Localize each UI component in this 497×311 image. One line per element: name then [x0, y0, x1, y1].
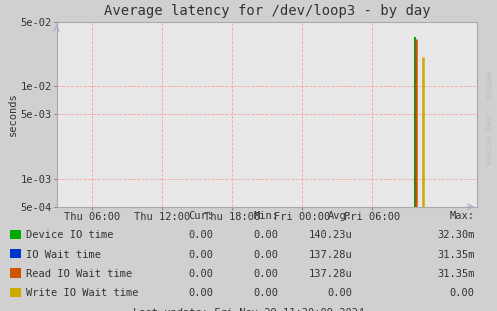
Text: Cur:: Cur:: [189, 211, 214, 221]
Text: 0.00: 0.00: [253, 230, 278, 240]
Text: 32.30m: 32.30m: [437, 230, 475, 240]
Text: Write IO Wait time: Write IO Wait time: [26, 288, 138, 298]
Text: 31.35m: 31.35m: [437, 269, 475, 279]
Text: 140.23u: 140.23u: [309, 230, 353, 240]
Text: Read IO Wait time: Read IO Wait time: [26, 269, 132, 279]
Text: 0.00: 0.00: [253, 269, 278, 279]
Text: RRDTOOL / TOBI OETIKER: RRDTOOL / TOBI OETIKER: [484, 72, 490, 165]
Text: 0.00: 0.00: [189, 250, 214, 260]
Title: Average latency for /dev/loop3 - by day: Average latency for /dev/loop3 - by day: [104, 4, 430, 18]
Text: 0.00: 0.00: [253, 288, 278, 298]
Text: 0.00: 0.00: [189, 269, 214, 279]
Text: 0.00: 0.00: [328, 288, 353, 298]
Text: Last update: Fri Nov 29 11:30:09 2024: Last update: Fri Nov 29 11:30:09 2024: [133, 308, 364, 311]
Text: Min:: Min:: [253, 211, 278, 221]
Text: 0.00: 0.00: [450, 288, 475, 298]
Text: 31.35m: 31.35m: [437, 250, 475, 260]
Text: Device IO time: Device IO time: [26, 230, 113, 240]
Text: 137.28u: 137.28u: [309, 269, 353, 279]
Text: Max:: Max:: [450, 211, 475, 221]
Text: Avg:: Avg:: [328, 211, 353, 221]
Y-axis label: seconds: seconds: [7, 92, 17, 136]
Text: 137.28u: 137.28u: [309, 250, 353, 260]
Text: 0.00: 0.00: [189, 288, 214, 298]
Text: 0.00: 0.00: [189, 230, 214, 240]
Text: 0.00: 0.00: [253, 250, 278, 260]
Text: IO Wait time: IO Wait time: [26, 250, 101, 260]
